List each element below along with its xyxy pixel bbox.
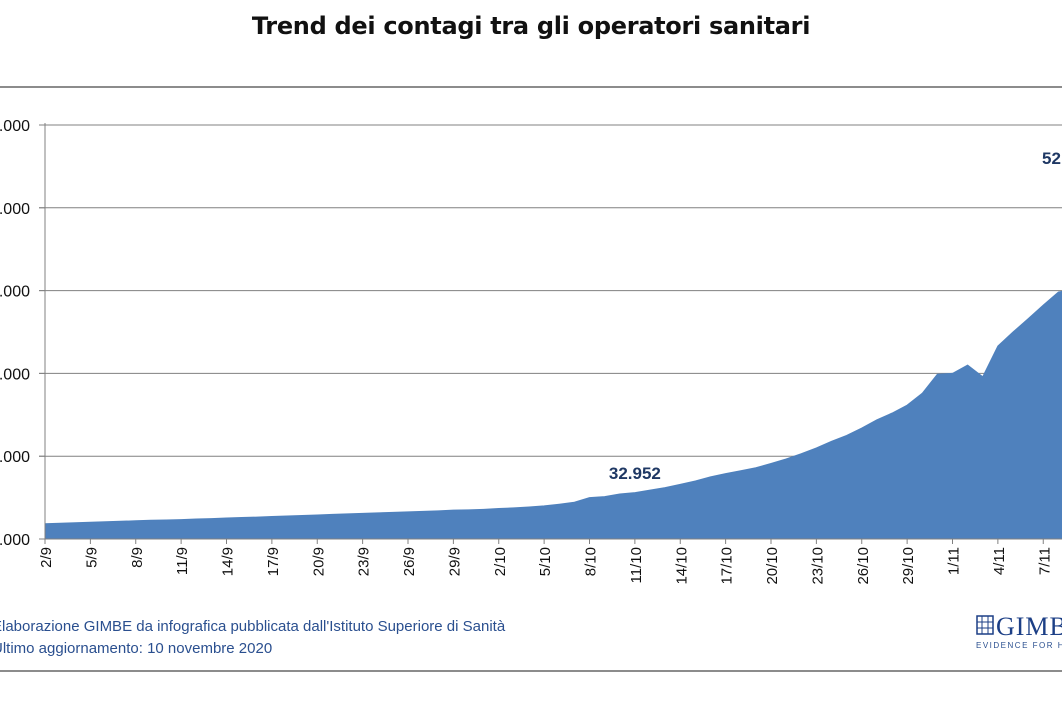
x-tick-label: 8/9 — [129, 547, 146, 568]
annotation-label: 32.952 — [609, 464, 661, 483]
contagion-area — [44, 290, 1062, 540]
update-note: Ultimo aggiornamento: 10 novembre 2020 — [0, 640, 273, 657]
logo-tagline: EVIDENCE FOR HEALTH — [976, 641, 1062, 650]
x-tick-label: 14/10 — [673, 547, 690, 585]
annotations: 32.952 52 — [609, 149, 1061, 483]
logo-wordmark: GIMBE — [996, 612, 1062, 641]
x-tick-label: 5/10 — [537, 547, 554, 576]
x-tick-label: 23/10 — [809, 547, 826, 585]
y-tick-label: 0.000 — [0, 118, 30, 135]
y-tick-label: 0.000 — [0, 449, 30, 466]
y-tick-label: 0.000 — [0, 366, 30, 383]
x-tick-label: 20/10 — [764, 547, 781, 585]
gimbe-logo-icon — [976, 615, 994, 635]
x-tick-label: 17/10 — [719, 547, 736, 585]
x-tick-label: 7/11 — [1036, 547, 1053, 575]
y-tick-label: 0.000 — [0, 201, 30, 218]
x-tick-label: 11/9 — [174, 547, 191, 575]
x-tick-label: 26/10 — [855, 547, 872, 585]
x-tick-label: 8/10 — [583, 547, 600, 576]
annotation-label: 52 — [1042, 149, 1061, 168]
x-tick-label: 23/9 — [356, 547, 373, 576]
x-tick-label: 17/9 — [265, 547, 282, 576]
axes — [39, 123, 1062, 544]
y-tick-label: 0.000 — [0, 532, 30, 549]
x-tick-labels: 2/9 5/9 8/9 11/9 14/9 17/9 20/9 23/9 26/9 29/9 2/1… — [38, 547, 1053, 585]
y-tick-labels: 0.000 0.000 0.000 0.000 0.000 0.000 — [0, 118, 30, 549]
x-tick-label: 11/10 — [628, 547, 645, 583]
x-tick-label: 26/9 — [401, 547, 418, 576]
x-tick-label: 1/11 — [946, 547, 963, 575]
bottom-divider — [0, 670, 1062, 672]
x-tick-label: 29/9 — [446, 547, 463, 576]
series-area — [44, 290, 1062, 540]
x-tick-label: 5/9 — [83, 547, 100, 568]
x-tick-label: 4/11 — [991, 547, 1008, 575]
chart-title: Trend dei contagi tra gli operatori sani… — [251, 12, 811, 40]
x-tick-label: 2/10 — [492, 547, 509, 576]
x-tick-label: 29/10 — [900, 547, 917, 585]
top-divider — [0, 86, 1062, 88]
y-tick-label: 0.000 — [0, 284, 30, 301]
x-tick-label: 14/9 — [220, 547, 237, 576]
x-tick-label: 2/9 — [38, 547, 55, 568]
source-note: Elaborazione GIMBE da infografica pubbli… — [0, 618, 506, 635]
x-tick-label: 20/9 — [310, 547, 327, 576]
